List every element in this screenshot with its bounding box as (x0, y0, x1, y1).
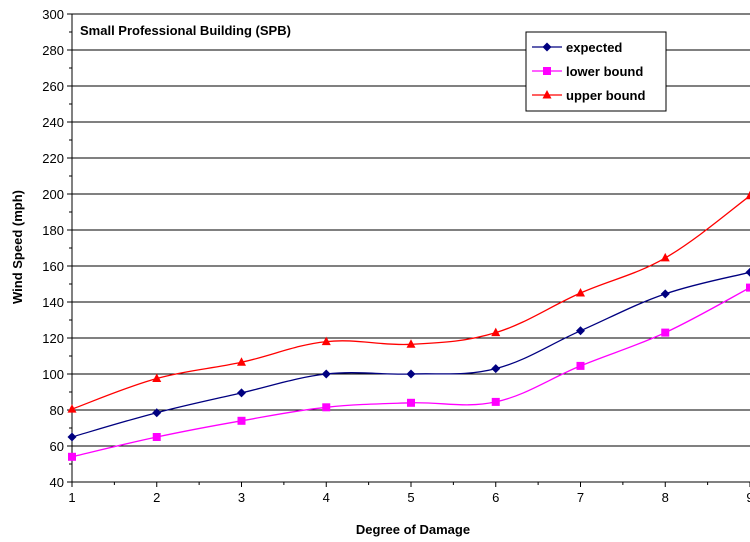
y-tick-label: 160 (42, 259, 64, 274)
data-point (152, 373, 162, 382)
data-point (67, 432, 77, 442)
data-point (237, 357, 246, 366)
legend-entry: lower bound (532, 64, 643, 79)
x-tick-label: 3 (238, 490, 245, 505)
y-tick-label: 200 (42, 187, 64, 202)
data-point (660, 289, 670, 299)
series-lower-bound (68, 283, 750, 461)
y-tick-label: 80 (50, 403, 64, 418)
legend-label: expected (566, 40, 622, 55)
data-point (321, 336, 331, 346)
data-point (152, 433, 161, 441)
data-point (491, 364, 501, 374)
y-tick-label: 40 (50, 475, 64, 490)
data-point (491, 397, 500, 406)
grid-lines (72, 13, 750, 447)
data-point (321, 369, 331, 379)
y-tick-label: 240 (42, 115, 64, 130)
y-tick-label: 220 (42, 151, 64, 166)
y-tick-label: 260 (42, 79, 64, 94)
y-axis-title: Wind Speed (mph) (10, 190, 25, 304)
x-tick-label: 6 (492, 490, 499, 505)
x-tick-label: 9 (746, 490, 750, 505)
x-axis-title: Degree of Damage (356, 522, 470, 537)
data-point (576, 361, 585, 370)
data-point (660, 252, 670, 262)
data-point (237, 416, 246, 425)
legend-swatch-marker (542, 42, 552, 52)
data-point (407, 398, 415, 407)
y-tick-label: 300 (42, 7, 64, 22)
x-tick-label: 8 (662, 490, 669, 505)
data-point (406, 339, 416, 348)
y-tick-label: 280 (42, 43, 64, 58)
data-point (661, 328, 670, 337)
data-point (745, 190, 750, 200)
series-line (71, 271, 750, 438)
x-tick-label: 5 (407, 490, 414, 505)
legend-entry: upper bound (532, 88, 645, 103)
series-upper-bound (67, 190, 750, 413)
y-axis-ticks: 40 60 80 100 120 140 160 180 200 220 240 260 280 300 (42, 7, 72, 490)
x-tick-label: 1 (68, 490, 75, 505)
legend: expected lower bound upper bound (525, 31, 667, 112)
data-point (67, 404, 77, 413)
data-point (68, 452, 76, 461)
data-point (746, 283, 750, 292)
x-axis-ticks: 1 2 3 4 5 6 7 8 9 (68, 482, 750, 505)
x-tick-label: 2 (153, 490, 160, 505)
x-tick-label: 4 (323, 490, 330, 505)
data-point (322, 403, 331, 412)
legend-label: lower bound (566, 64, 643, 79)
data-point (237, 388, 246, 398)
series (67, 190, 750, 461)
x-tick-label: 7 (577, 490, 584, 505)
y-tick-label: 180 (42, 223, 64, 238)
legend-entry: expected (532, 40, 622, 55)
data-point (152, 408, 162, 418)
data-point (576, 326, 585, 336)
data-point (491, 327, 501, 337)
legend-swatch-marker (543, 67, 551, 75)
y-tick-label: 60 (50, 439, 64, 454)
y-tick-label: 120 (42, 331, 64, 346)
legend-label: upper bound (566, 88, 645, 103)
chart-title: Small Professional Building (SPB) (80, 23, 291, 38)
y-tick-label: 140 (42, 295, 64, 310)
series-expected (67, 267, 750, 442)
legend-swatch-marker (542, 90, 552, 99)
data-point (406, 369, 416, 379)
data-point (576, 288, 585, 297)
y-tick-label: 100 (42, 367, 64, 382)
data-point (745, 267, 750, 277)
